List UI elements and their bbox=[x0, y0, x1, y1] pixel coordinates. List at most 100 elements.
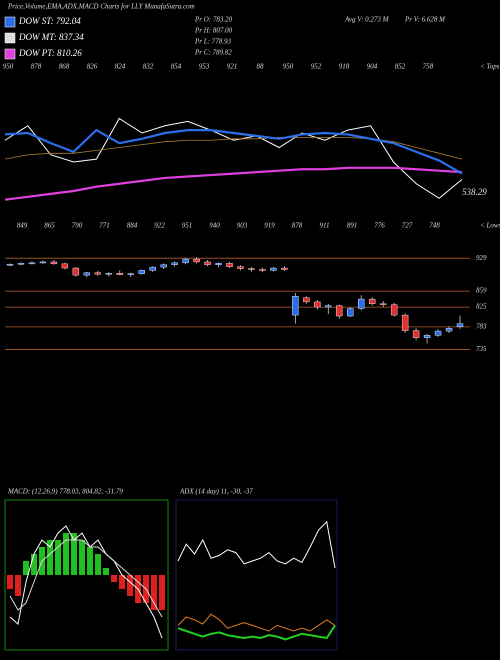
candle-body bbox=[379, 303, 387, 305]
top-label: 852 bbox=[395, 63, 406, 71]
stat: Pr C: 789.82 bbox=[194, 49, 232, 57]
histogram-bar bbox=[63, 533, 69, 575]
candle-body bbox=[237, 266, 244, 269]
top-label: 950 bbox=[3, 63, 14, 71]
top-label: 878 bbox=[31, 63, 42, 71]
stat: Pr H: 807.00 bbox=[194, 27, 233, 35]
candle-body bbox=[149, 266, 156, 271]
y-tick-label: 735 bbox=[476, 345, 487, 353]
candle-body bbox=[336, 305, 343, 317]
annotation: 538.29 bbox=[462, 187, 487, 197]
histogram-bar bbox=[7, 575, 13, 589]
candle-body bbox=[368, 298, 376, 304]
candle-body bbox=[6, 264, 14, 266]
histogram-bar bbox=[103, 568, 109, 575]
low-label: 951 bbox=[182, 222, 193, 230]
stat: Pr O: 783.20 bbox=[194, 16, 233, 24]
stat: Pr V: 6.628 M bbox=[404, 16, 446, 24]
candle-body bbox=[182, 258, 189, 264]
panel-title: MACD: (12,26,9) 778.03, 804.82, -31.79 bbox=[7, 488, 123, 496]
low-label: 878 bbox=[292, 222, 303, 230]
candle-body bbox=[314, 301, 321, 308]
low-label: 891 bbox=[347, 222, 358, 230]
candle-body bbox=[105, 273, 112, 275]
legend-swatch bbox=[4, 16, 16, 28]
histogram-bar bbox=[23, 561, 29, 575]
histogram-bar bbox=[111, 575, 117, 582]
line bbox=[177, 624, 336, 641]
candle-body bbox=[127, 273, 134, 275]
low-label: 748 bbox=[429, 222, 440, 230]
panel-title: ADX (14 day) 11, -30, -37 bbox=[179, 488, 253, 496]
top-label: 832 bbox=[143, 63, 154, 71]
line bbox=[9, 539, 163, 618]
low-label: 727 bbox=[402, 222, 413, 230]
histogram-bar bbox=[151, 575, 157, 610]
legend-label: DOW PT: 810.26 bbox=[18, 48, 82, 58]
histogram-bar bbox=[55, 540, 61, 575]
histogram-bar bbox=[119, 575, 125, 589]
line bbox=[4, 166, 463, 201]
top-label: 921 bbox=[227, 63, 238, 71]
top-label: 826 bbox=[87, 63, 98, 71]
line bbox=[177, 613, 336, 632]
low-label: 919 bbox=[264, 222, 275, 230]
top-label: 88 bbox=[257, 63, 265, 71]
top-label: 918 bbox=[339, 63, 350, 71]
low-label: 940 bbox=[209, 222, 220, 230]
tops-label: < Tops bbox=[480, 63, 500, 71]
candle-body bbox=[281, 267, 288, 270]
candle-body bbox=[456, 323, 464, 327]
candle-body bbox=[94, 272, 102, 275]
candle-body bbox=[248, 268, 255, 270]
legend-swatch bbox=[4, 32, 16, 44]
low-label: 849 bbox=[17, 222, 28, 230]
stat: Avg V: 0.273 M bbox=[344, 16, 390, 24]
candle-body bbox=[193, 258, 200, 263]
candle-body bbox=[171, 262, 178, 265]
chart-title: Price,Volume,EMA,ADX,MACD Charts for LLY… bbox=[7, 3, 195, 11]
histogram-bar bbox=[31, 554, 37, 575]
line bbox=[4, 117, 463, 199]
candle-body bbox=[423, 335, 431, 338]
candle-body bbox=[39, 261, 47, 264]
candle-body bbox=[116, 273, 123, 275]
top-label: 950 bbox=[283, 63, 294, 71]
low-label: 903 bbox=[237, 222, 248, 230]
histogram-bar bbox=[127, 575, 133, 596]
line bbox=[177, 520, 336, 569]
candle-body bbox=[226, 263, 233, 267]
histogram-bar bbox=[87, 547, 93, 575]
candle-body bbox=[138, 270, 145, 274]
legend-label: DOW MT: 837.34 bbox=[18, 32, 84, 42]
top-label: 824 bbox=[115, 63, 126, 71]
candle-body bbox=[28, 262, 36, 265]
top-label: 952 bbox=[311, 63, 322, 71]
histogram-bar bbox=[159, 575, 165, 610]
candle-body bbox=[259, 269, 266, 271]
line bbox=[4, 128, 463, 175]
low-label: 922 bbox=[154, 222, 165, 230]
candle-body bbox=[50, 261, 58, 265]
histogram-bar bbox=[71, 533, 77, 575]
y-tick-label: 859 bbox=[476, 287, 487, 295]
candle-body bbox=[61, 263, 69, 269]
candle-body bbox=[445, 328, 453, 332]
candle-body bbox=[215, 263, 222, 265]
candle-body bbox=[72, 267, 80, 276]
y-tick-label: 825 bbox=[476, 303, 487, 311]
low-label: 884 bbox=[127, 222, 138, 230]
line bbox=[9, 525, 163, 639]
candle-body bbox=[204, 261, 211, 265]
y-tick-label: 783 bbox=[476, 322, 487, 330]
candle-body bbox=[347, 308, 354, 317]
candle-body bbox=[17, 263, 25, 265]
low-label: 776 bbox=[374, 222, 385, 230]
low-label: 865 bbox=[44, 222, 55, 230]
candle-body bbox=[160, 264, 167, 268]
histogram-bar bbox=[47, 540, 53, 575]
candle-body bbox=[325, 305, 332, 308]
y-tick-label: 929 bbox=[476, 254, 487, 262]
low-label: 771 bbox=[99, 222, 110, 230]
